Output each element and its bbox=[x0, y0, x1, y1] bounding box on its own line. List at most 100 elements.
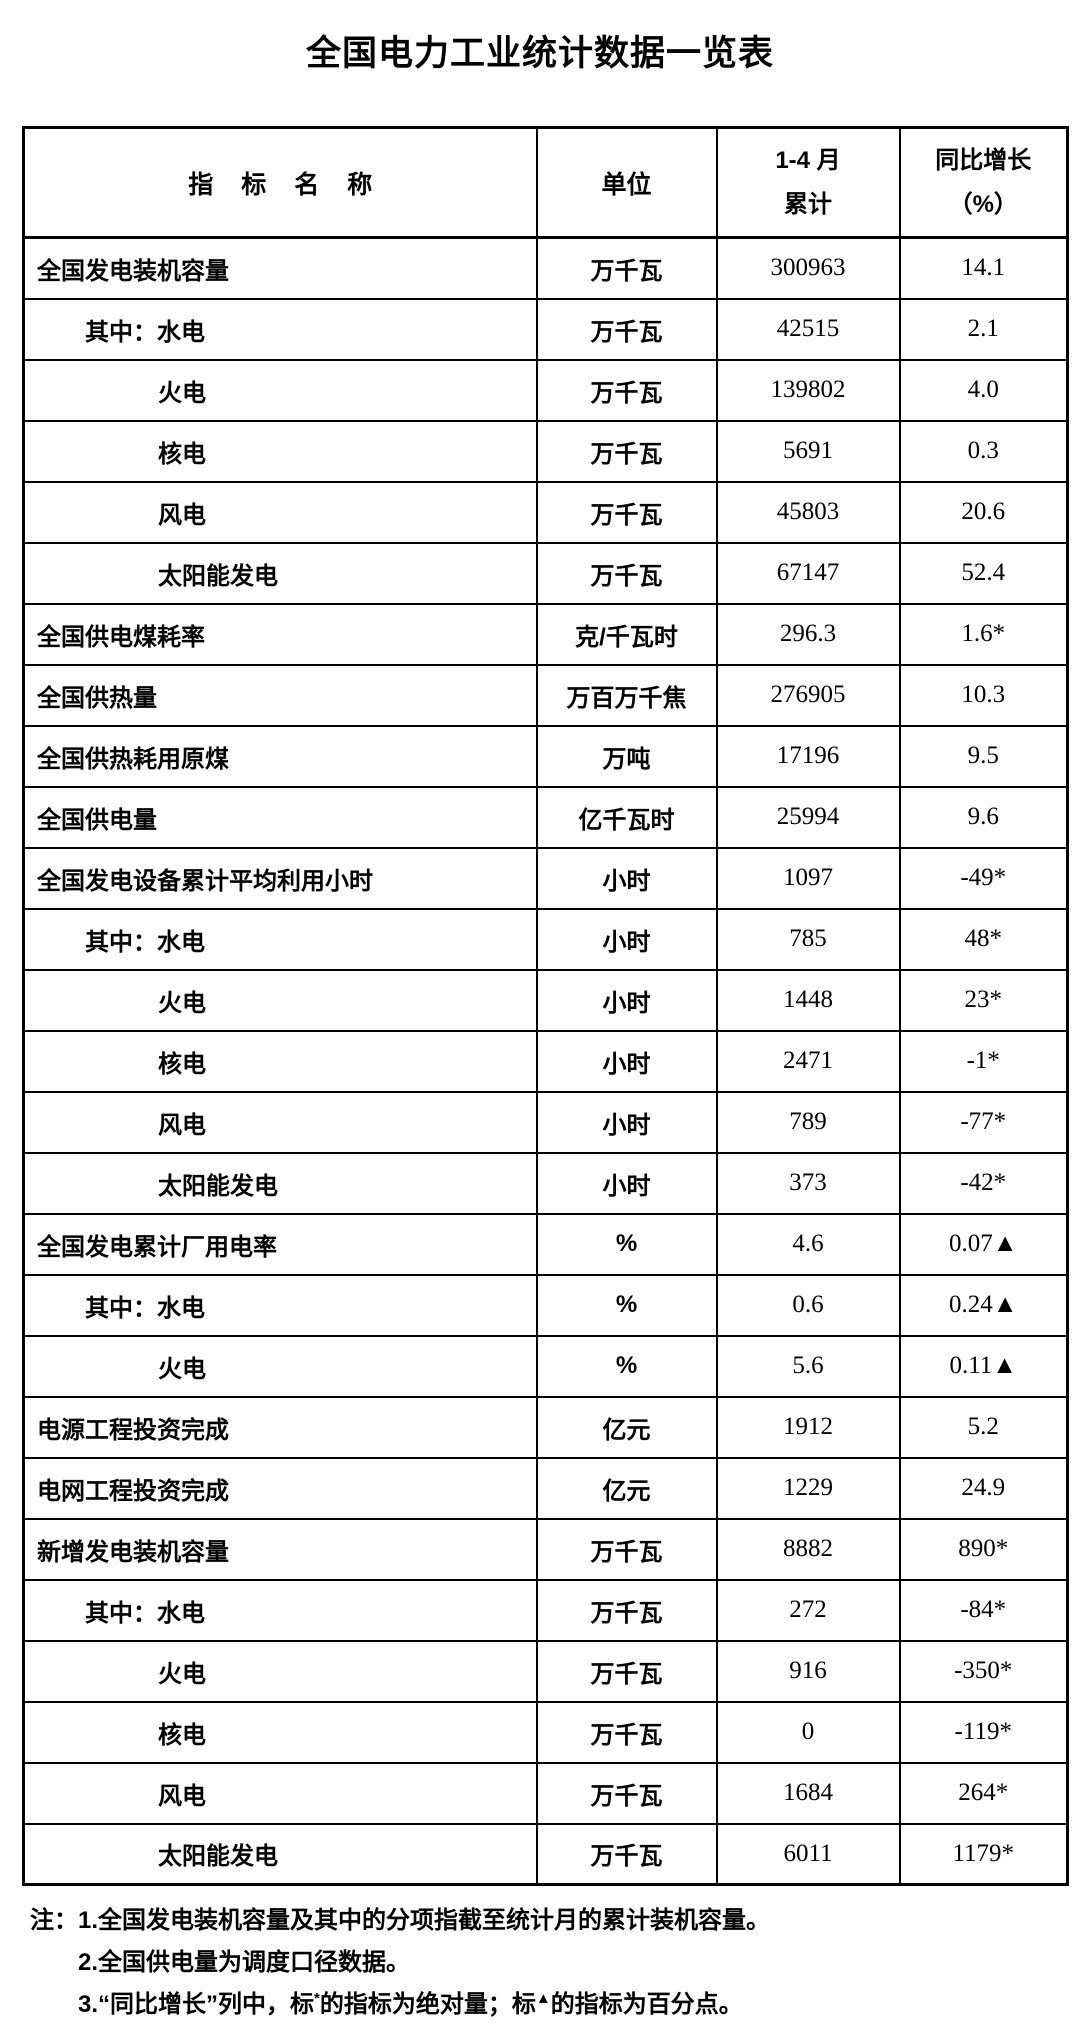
yoy-cell: -42* bbox=[898, 1151, 1069, 1215]
indicator-cell: 全国供热耗用原煤 bbox=[22, 724, 538, 788]
notes-label: 注： bbox=[30, 1907, 78, 1934]
note-3-part2: 的指标为绝对量；标 bbox=[319, 1991, 536, 2018]
yoy-cell: 10.3 bbox=[898, 663, 1069, 727]
unit-cell: 万千瓦 bbox=[535, 419, 718, 483]
value-cell: 0 bbox=[715, 1700, 901, 1764]
indicator-cell: 太阳能发电 bbox=[22, 1151, 538, 1215]
table-row: 其中：水电 % 0.6 0.24▲ bbox=[22, 1273, 1069, 1337]
unit-cell: 万千瓦 bbox=[535, 236, 718, 300]
unit-cell: % bbox=[535, 1212, 718, 1276]
value-cell: 4.6 bbox=[715, 1212, 901, 1276]
note-2-text: 2.全国供电量为调度口径数据。 bbox=[78, 1949, 411, 1976]
indicator-cell: 火电 bbox=[22, 968, 538, 1032]
table-row: 新增发电装机容量 万千瓦 8882 890* bbox=[22, 1517, 1069, 1581]
unit-cell: 万百万千焦 bbox=[535, 663, 718, 727]
table-row: 太阳能发电 万千瓦 6011 1179* bbox=[22, 1822, 1069, 1886]
header-indicator: 指标名称 bbox=[22, 126, 538, 239]
table-row: 全国供电量 亿千瓦时 25994 9.6 bbox=[22, 785, 1069, 849]
unit-cell: 万千瓦 bbox=[535, 297, 718, 361]
indicator-cell: 其中：水电 bbox=[22, 907, 538, 971]
table-row: 全国发电设备累计平均利用小时 小时 1097 -49* bbox=[22, 846, 1069, 910]
table-row: 风电 小时 789 -77* bbox=[22, 1090, 1069, 1154]
table-row: 全国供电煤耗率 克/千瓦时 296.3 1.6* bbox=[22, 602, 1069, 666]
indicator-cell: 太阳能发电 bbox=[22, 541, 538, 605]
value-cell: 1229 bbox=[715, 1456, 901, 1520]
note-3-part3: 的指标为百分点。 bbox=[550, 1991, 743, 2018]
yoy-cell: -77* bbox=[898, 1090, 1069, 1154]
unit-cell: 小时 bbox=[535, 907, 718, 971]
value-cell: 5.6 bbox=[715, 1334, 901, 1398]
unit-cell: 万千瓦 bbox=[535, 1700, 718, 1764]
indicator-cell: 火电 bbox=[22, 1334, 538, 1398]
indicator-cell: 电网工程投资完成 bbox=[22, 1456, 538, 1520]
yoy-cell: 1.6* bbox=[898, 602, 1069, 666]
header-yoy: 同比增长 （%） bbox=[898, 126, 1069, 239]
unit-cell: % bbox=[535, 1273, 718, 1337]
indicator-cell: 其中：水电 bbox=[22, 297, 538, 361]
indicator-cell: 核电 bbox=[22, 419, 538, 483]
unit-cell: 小时 bbox=[535, 968, 718, 1032]
table-row: 太阳能发电 小时 373 -42* bbox=[22, 1151, 1069, 1215]
value-cell: 67147 bbox=[715, 541, 901, 605]
indicator-cell: 全国供热量 bbox=[22, 663, 538, 727]
header-unit: 单位 bbox=[535, 126, 718, 239]
yoy-cell: 9.6 bbox=[898, 785, 1069, 849]
table-row: 其中：水电 万千瓦 42515 2.1 bbox=[22, 297, 1069, 361]
unit-cell: 万千瓦 bbox=[535, 1761, 718, 1825]
yoy-cell: 24.9 bbox=[898, 1456, 1069, 1520]
table-body: 全国发电装机容量 万千瓦 300963 14.1 其中：水电 万千瓦 42515… bbox=[22, 236, 1069, 1886]
yoy-cell: 5.2 bbox=[898, 1395, 1069, 1459]
indicator-cell: 电源工程投资完成 bbox=[22, 1395, 538, 1459]
yoy-cell: -49* bbox=[898, 846, 1069, 910]
footnotes: 注：1.全国发电装机容量及其中的分项指截至统计月的累计装机容量。 2.全国供电量… bbox=[30, 1900, 1080, 2026]
unit-cell: 万千瓦 bbox=[535, 1639, 718, 1703]
value-cell: 25994 bbox=[715, 785, 901, 849]
table-row: 核电 小时 2471 -1* bbox=[22, 1029, 1069, 1093]
header-period: 1-4 月 累计 bbox=[715, 126, 901, 239]
yoy-cell: 23* bbox=[898, 968, 1069, 1032]
table-row: 全国供热耗用原煤 万吨 17196 9.5 bbox=[22, 724, 1069, 788]
header-period-line2: 累计 bbox=[784, 190, 832, 218]
value-cell: 0.6 bbox=[715, 1273, 901, 1337]
unit-cell: 万千瓦 bbox=[535, 541, 718, 605]
indicator-cell: 其中：水电 bbox=[22, 1273, 538, 1337]
page-title: 全国电力工业统计数据一览表 bbox=[305, 34, 774, 73]
triangle-marker: ▲ bbox=[535, 1990, 551, 2007]
header-yoy-line1: 同比增长 bbox=[935, 146, 1032, 174]
unit-cell: 亿千瓦时 bbox=[535, 785, 718, 849]
header-yoy-line2: （%） bbox=[948, 190, 1018, 218]
unit-cell: 小时 bbox=[535, 1151, 718, 1215]
unit-cell: 万千瓦 bbox=[535, 358, 718, 422]
yoy-cell: -1* bbox=[898, 1029, 1069, 1093]
unit-cell: 小时 bbox=[535, 1029, 718, 1093]
indicator-cell: 全国发电装机容量 bbox=[22, 236, 538, 300]
value-cell: 2471 bbox=[715, 1029, 901, 1093]
table-row: 全国供热量 万百万千焦 276905 10.3 bbox=[22, 663, 1069, 727]
indicator-cell: 全国发电设备累计平均利用小时 bbox=[22, 846, 538, 910]
yoy-cell: 48* bbox=[898, 907, 1069, 971]
note-3-part1: 3.“同比增长”列中，标 bbox=[78, 1991, 315, 2018]
yoy-cell: 9.5 bbox=[898, 724, 1069, 788]
indicator-cell: 核电 bbox=[22, 1029, 538, 1093]
unit-cell: 万千瓦 bbox=[535, 1517, 718, 1581]
unit-cell: 亿元 bbox=[535, 1456, 718, 1520]
yoy-cell: 52.4 bbox=[898, 541, 1069, 605]
unit-cell: 万千瓦 bbox=[535, 1578, 718, 1642]
value-cell: 6011 bbox=[715, 1822, 901, 1886]
value-cell: 45803 bbox=[715, 480, 901, 544]
indicator-cell: 核电 bbox=[22, 1700, 538, 1764]
note-3: 3.“同比增长”列中，标*的指标为绝对量；标▲的指标为百分点。 bbox=[78, 1984, 1080, 2026]
unit-cell: 小时 bbox=[535, 1090, 718, 1154]
yoy-cell: 890* bbox=[898, 1517, 1069, 1581]
value-cell: 1684 bbox=[715, 1761, 901, 1825]
indicator-cell: 火电 bbox=[22, 358, 538, 422]
value-cell: 789 bbox=[715, 1090, 901, 1154]
value-cell: 276905 bbox=[715, 663, 901, 727]
indicator-cell: 风电 bbox=[22, 1761, 538, 1825]
indicator-cell: 全国发电累计厂用电率 bbox=[22, 1212, 538, 1276]
note-2: 2.全国供电量为调度口径数据。 bbox=[78, 1942, 1080, 1984]
indicator-cell: 其中：水电 bbox=[22, 1578, 538, 1642]
indicator-cell: 全国供电量 bbox=[22, 785, 538, 849]
table-row: 全国发电累计厂用电率 % 4.6 0.07▲ bbox=[22, 1212, 1069, 1276]
